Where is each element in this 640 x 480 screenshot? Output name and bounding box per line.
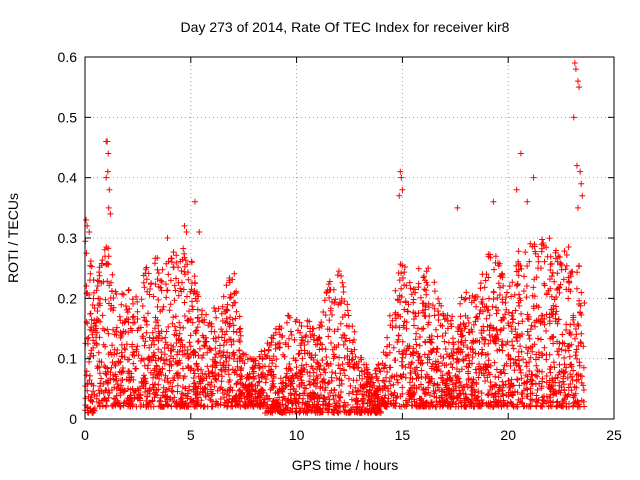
y-tick-label: 0.2	[58, 290, 78, 306]
roti-outlier-point	[573, 162, 580, 169]
roti-outlier-point	[196, 228, 203, 235]
roti-outlier-point	[577, 168, 584, 175]
roti-outlier-point	[107, 210, 114, 217]
roti-point-cloud	[82, 235, 588, 416]
roti-outlier-point	[104, 138, 111, 145]
roti-outlier-point	[576, 84, 583, 91]
roti-outlier-point	[192, 198, 199, 205]
x-tick-label: 20	[500, 427, 516, 443]
roti-outlier-point	[103, 174, 110, 181]
roti-outlier-point	[164, 235, 171, 241]
roti-outlier-point	[105, 150, 112, 157]
roti-outlier-point	[454, 204, 461, 211]
y-tick-label: 0	[69, 411, 77, 427]
x-tick-label: 0	[81, 427, 89, 443]
roti-outlier-point	[570, 114, 577, 121]
data-points	[82, 60, 588, 416]
axis-ticks: 0 5 10 15 20 25 0 0.1 0.2 0.3 0.4 0.5 0.6	[58, 49, 622, 443]
roti-outlier-point	[106, 186, 113, 193]
y-tick-label: 0.1	[58, 351, 78, 367]
roti-outlier-point	[181, 222, 188, 229]
roti-outlier-point	[398, 174, 405, 181]
y-tick-label: 0.5	[58, 109, 78, 125]
y-tick-label: 0.6	[58, 49, 78, 65]
roti-outlier-point	[86, 228, 93, 235]
roti-outlier-point	[517, 150, 524, 157]
roti-outlier-point	[572, 66, 579, 73]
roti-outlier-point	[83, 216, 90, 223]
roti-outlier-point	[578, 180, 585, 187]
roti-outlier-point	[575, 204, 582, 211]
x-tick-label: 5	[187, 427, 195, 443]
y-tick-label: 0.3	[58, 230, 78, 246]
roti-outlier-point	[397, 168, 404, 175]
x-tick-label: 25	[606, 427, 622, 443]
roti-outlier-point	[104, 168, 111, 175]
roti-outlier-point	[575, 78, 582, 85]
x-tick-label: 10	[289, 427, 305, 443]
roti-outlier-point	[183, 228, 190, 235]
roti-outlier-point	[513, 186, 520, 193]
y-tick-label: 0.4	[58, 170, 78, 186]
x-tick-label: 15	[395, 427, 411, 443]
x-axis-label: GPS time / hours	[292, 457, 399, 473]
roti-outlier-point	[571, 60, 578, 67]
chart-title: Day 273 of 2014, Rate Of TEC Index for r…	[181, 19, 510, 35]
roti-outlier-point	[490, 198, 497, 205]
roti-outlier-point	[396, 192, 403, 199]
roti-outlier-point	[530, 174, 537, 181]
roti-outlier-point	[105, 204, 112, 211]
roti-outlier-point	[579, 192, 586, 199]
roti-outlier-point	[524, 198, 531, 205]
y-axis-label: ROTI / TECUs	[5, 193, 21, 283]
roti-outlier-point	[399, 186, 406, 193]
